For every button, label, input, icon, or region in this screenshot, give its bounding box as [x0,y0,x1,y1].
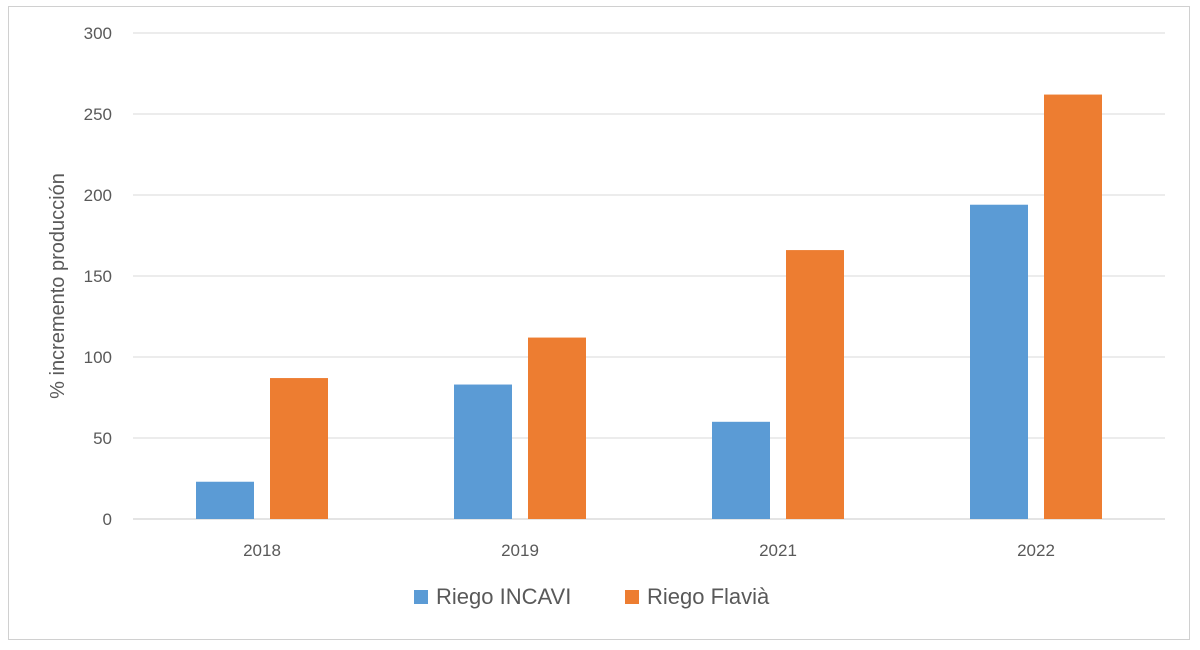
bar-riego-incavi-2021 [712,421,770,519]
legend-swatch [625,590,639,604]
x-axis-ticks: 2018 2019 2021 2022 [243,541,1055,560]
legend: Riego INCAVI Riego Flavià [414,584,770,609]
bar-riego-incavi-2018 [196,481,254,519]
bar-riego-flavi--2021 [786,250,844,519]
y-tick-label: 150 [84,267,112,286]
y-tick-label: 50 [93,429,112,448]
x-tick-label: 2018 [243,541,281,560]
x-tick-label: 2019 [501,541,539,560]
bar-riego-flavi--2019 [528,337,586,519]
y-tick-label: 0 [103,510,112,529]
bar-riego-flavi--2018 [270,378,328,519]
y-tick-label: 300 [84,24,112,43]
legend-label: Riego INCAVI [436,584,571,609]
y-tick-label: 100 [84,348,112,367]
y-axis-ticks: 0 50 100 150 200 250 300 [84,24,112,529]
bar-riego-flavi--2022 [1044,94,1102,519]
x-tick-label: 2021 [759,541,797,560]
y-tick-label: 250 [84,105,112,124]
x-tick-label: 2022 [1017,541,1055,560]
y-axis-title: % incremento producción [47,173,69,399]
y-tick-label: 200 [84,186,112,205]
bar-riego-incavi-2022 [970,204,1028,519]
legend-swatch [414,590,428,604]
bars [196,94,1102,519]
legend-label: Riego Flavià [647,584,770,609]
bar-riego-incavi-2019 [454,384,512,519]
